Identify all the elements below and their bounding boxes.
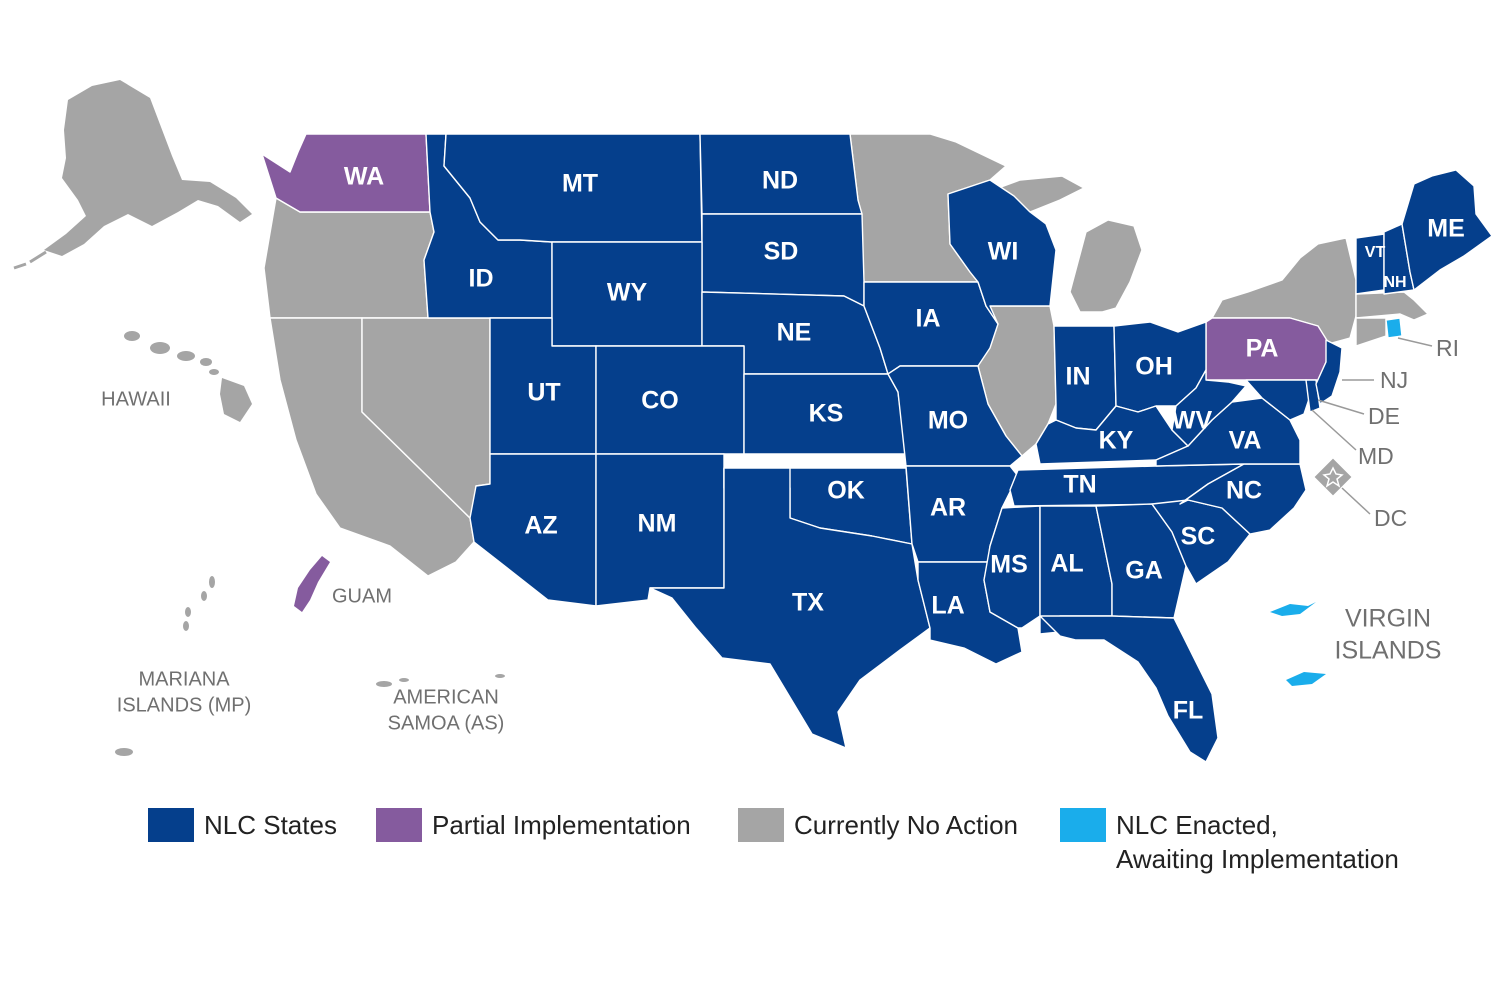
label-NM: NM bbox=[638, 510, 677, 538]
label-SD: SD bbox=[764, 238, 799, 266]
label-DE: DE bbox=[1368, 403, 1400, 429]
state-WI bbox=[947, 179, 1057, 325]
label-TN: TN bbox=[1063, 471, 1096, 499]
label-guam: GUAM bbox=[332, 585, 392, 607]
label-OK: OK bbox=[827, 477, 865, 505]
state-WV bbox=[1171, 369, 1247, 447]
label-vi-line2: ISLANDS bbox=[1335, 637, 1442, 665]
territory-labels: HAWAII GUAM MARIANA ISLANDS (MP) AMERICA… bbox=[101, 388, 1441, 734]
label-TX: TX bbox=[792, 589, 824, 617]
label-WI: WI bbox=[988, 238, 1019, 266]
label-KS: KS bbox=[809, 400, 844, 428]
label-IA: IA bbox=[916, 305, 941, 333]
legend-label-enacted: NLC Enacted, Awaiting Implementation bbox=[1116, 808, 1399, 876]
state-OR bbox=[263, 197, 435, 319]
region-virgin-islands bbox=[1270, 602, 1326, 686]
legend-item-partial: Partial Implementation bbox=[376, 808, 691, 842]
label-WV: WV bbox=[1172, 407, 1213, 435]
label-mariana-line1: MARIANA bbox=[138, 668, 230, 690]
legend-label-partial: Partial Implementation bbox=[432, 810, 691, 840]
label-VA: VA bbox=[1229, 427, 1262, 455]
map-legend: NLC States Partial Implementation Curren… bbox=[148, 808, 1468, 888]
label-MO: MO bbox=[928, 407, 968, 435]
legend-item-enacted: NLC Enacted, Awaiting Implementation bbox=[1060, 808, 1399, 876]
region-samoa bbox=[376, 674, 505, 687]
label-NH: NH bbox=[1383, 274, 1406, 291]
state-ME bbox=[1401, 169, 1493, 291]
label-RI: RI bbox=[1436, 335, 1459, 361]
label-MS: MS bbox=[990, 551, 1028, 579]
label-AR: AR bbox=[930, 494, 966, 522]
label-ND: ND bbox=[762, 167, 798, 195]
label-ID: ID bbox=[469, 265, 494, 293]
leader-lines bbox=[1311, 337, 1433, 515]
legend-item-nlc: NLC States bbox=[148, 808, 337, 842]
label-CO: CO bbox=[641, 387, 679, 415]
label-samoa-line1: AMERICAN bbox=[393, 686, 499, 708]
legend-label-enacted-line2: Awaiting Implementation bbox=[1116, 844, 1399, 874]
label-NE: NE bbox=[777, 319, 812, 347]
legend-label-none: Currently No Action bbox=[794, 810, 1018, 840]
state-TX bbox=[649, 467, 931, 749]
label-PA: PA bbox=[1246, 335, 1279, 363]
partial-states bbox=[261, 133, 1329, 381]
label-hawaii: HAWAII bbox=[101, 388, 171, 410]
legend-swatch-none bbox=[738, 808, 784, 842]
state-MA bbox=[1355, 291, 1429, 321]
no-action-states bbox=[263, 133, 1429, 577]
state-CT bbox=[1355, 317, 1387, 347]
legend-swatch-nlc bbox=[148, 808, 194, 842]
label-WY: WY bbox=[607, 279, 648, 307]
legend-item-none: Currently No Action bbox=[738, 808, 1018, 842]
nlc-states bbox=[423, 133, 1493, 763]
label-FL: FL bbox=[1173, 697, 1204, 725]
callout-labels: RI NJ DE MD DC bbox=[1358, 335, 1459, 531]
label-LA: LA bbox=[931, 592, 964, 620]
dc-marker bbox=[1314, 458, 1352, 496]
state-NJ bbox=[1315, 339, 1343, 405]
label-ME: ME bbox=[1427, 215, 1465, 243]
label-NJ: NJ bbox=[1380, 367, 1408, 393]
state-NC bbox=[1179, 463, 1307, 535]
label-NC: NC bbox=[1226, 477, 1262, 505]
state-RI bbox=[1385, 317, 1403, 339]
state-VT bbox=[1355, 233, 1385, 295]
label-AL: AL bbox=[1050, 550, 1083, 578]
label-OH: OH bbox=[1135, 353, 1173, 381]
state-MO bbox=[887, 365, 1023, 467]
label-MT: MT bbox=[562, 170, 598, 198]
legend-label-enacted-line1: NLC Enacted, bbox=[1116, 810, 1278, 840]
label-samoa-line2: SAMOA (AS) bbox=[388, 712, 505, 734]
star-icon bbox=[1322, 466, 1344, 488]
label-UT: UT bbox=[527, 379, 560, 407]
label-AZ: AZ bbox=[524, 512, 557, 540]
region-guam bbox=[294, 556, 330, 612]
label-WA: WA bbox=[344, 163, 384, 191]
legend-swatch-partial bbox=[376, 808, 422, 842]
legend-swatch-enacted bbox=[1060, 808, 1106, 842]
label-mariana-line2: ISLANDS (MP) bbox=[117, 694, 251, 716]
state-labels: WA ID MT ND SD WY NE UT CO KS AZ NM OK T… bbox=[344, 163, 1465, 725]
label-DC: DC bbox=[1374, 505, 1407, 531]
label-vi-line1: VIRGIN bbox=[1345, 605, 1431, 633]
label-MD: MD bbox=[1358, 443, 1394, 469]
region-alaska-chain bbox=[13, 250, 47, 270]
label-IN: IN bbox=[1066, 363, 1091, 391]
label-VT: VT bbox=[1365, 244, 1386, 261]
legend-label-nlc: NLC States bbox=[204, 810, 337, 840]
region-alaska bbox=[44, 80, 252, 256]
region-hawaii bbox=[124, 331, 252, 422]
state-ND bbox=[699, 133, 863, 215]
region-mariana bbox=[115, 576, 215, 756]
state-FL bbox=[1039, 615, 1219, 763]
label-SC: SC bbox=[1181, 523, 1216, 551]
label-GA: GA bbox=[1125, 557, 1163, 585]
label-KY: KY bbox=[1099, 427, 1134, 455]
